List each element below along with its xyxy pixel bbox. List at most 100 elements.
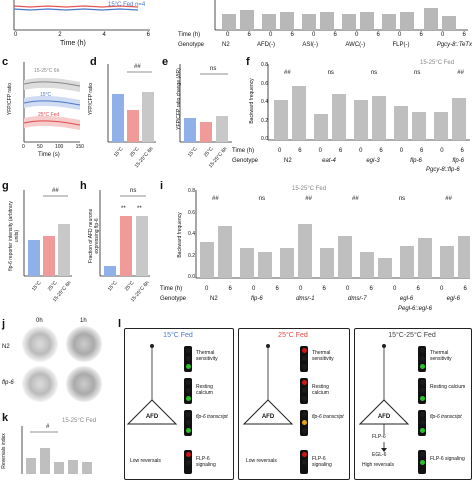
time-val: 0 [346, 286, 350, 292]
time-val: 6 [419, 32, 423, 38]
time-val: 6 [290, 32, 294, 38]
ytick: 0.0 [188, 274, 195, 280]
genotype-label: N2 [222, 42, 230, 48]
genotype-label: egl-6 [399, 296, 414, 302]
row-genotype-label: Genotype [232, 158, 259, 164]
state-label: Thermal sensitivity [312, 350, 334, 362]
time-val: 0 [269, 32, 273, 38]
sig-mark: ** [121, 206, 126, 212]
genotype-label: egl-3 [366, 158, 380, 164]
col-label: 1h [80, 318, 87, 324]
traffic-light [300, 450, 308, 474]
neuron-label: AFD [261, 414, 275, 420]
ytick: 0.2 [261, 117, 268, 124]
outcome-label-2: FLP-6 signaling [196, 456, 216, 468]
track-image [66, 366, 102, 402]
genotype-label: egl-6 [446, 296, 460, 302]
outcome-label: High reversals [362, 462, 394, 468]
time-val: 0 [226, 32, 230, 38]
xtick: 2 [58, 32, 62, 38]
time-val: 0 [359, 148, 363, 154]
traffic-light [184, 410, 192, 436]
time-val: 6 [275, 286, 279, 292]
time-val: 6 [247, 32, 251, 38]
time-val: 0 [440, 286, 444, 292]
panel-label: d [90, 56, 97, 68]
time-val: 0 [441, 32, 445, 38]
xtick: 100 [54, 144, 64, 150]
sig-mark: ## [52, 188, 59, 194]
sig-mark: ## [212, 196, 219, 202]
traffic-light [184, 378, 192, 404]
genotype-label: flp-6 [452, 158, 464, 164]
model-title: 25°C Fed [278, 332, 308, 339]
outcome-label-2: FLP-6 signaling [312, 456, 332, 468]
xtick: 4 [102, 32, 106, 38]
time-val: 6 [462, 32, 466, 38]
time-val: 0 [205, 286, 209, 292]
condition-tag: 15-25°C Fed [420, 60, 455, 66]
outcome-label: Low reversals [130, 458, 161, 464]
outcome-label-2: FLP-6 signaling [430, 456, 465, 462]
sig-mark: ns [414, 70, 421, 76]
ytick: 0.0 [261, 136, 268, 142]
panel-label: f [246, 56, 250, 68]
signal-label: EGL-6 [372, 452, 387, 458]
xtick: 0 [22, 144, 25, 150]
genotype-sub-label: Pgcy-8::flp-6 [426, 167, 460, 173]
series-label: 15°C [40, 92, 52, 98]
xtick: 0 [14, 32, 18, 38]
time-val: 0 [398, 32, 402, 38]
sig-mark: ## [134, 64, 141, 70]
sig-mark: ## [457, 70, 464, 76]
time-val: 0 [299, 286, 303, 292]
traffic-light [418, 410, 426, 436]
neuron-label: AFD [145, 414, 159, 420]
time-val: 6 [376, 32, 380, 38]
genotype-label: eat-4 [322, 158, 336, 164]
panel-label: l [118, 318, 122, 330]
genotype-label: flp-6 [251, 296, 263, 302]
panel-label: i [160, 180, 164, 192]
genotype-label: N2 [210, 296, 218, 302]
traffic-light [184, 450, 192, 474]
outcome-label: Low reversals [246, 458, 277, 464]
panel-label: g [2, 180, 9, 192]
x-axis-label: Time (s) [38, 152, 60, 158]
series-label: 25°C Fed [38, 112, 60, 118]
legend-label: 15°C Fed [108, 2, 134, 8]
condition-tag: 15-25°C Fed [62, 418, 97, 424]
legend-n: n=4 [135, 2, 146, 8]
time-val: 0 [278, 148, 282, 154]
time-val: 6 [228, 286, 232, 292]
sig-mark: ns [370, 70, 378, 76]
panel-label: j [2, 318, 6, 330]
row-label: N2 [2, 344, 10, 350]
time-val: 6 [298, 148, 302, 154]
sig-mark: ## [352, 196, 359, 202]
row-genotype-label: Genotype [178, 42, 205, 48]
genotype-label: AFD(-) [257, 42, 276, 48]
time-val: 6 [463, 286, 467, 292]
neuron-label: AFD [377, 414, 391, 420]
time-val: 0 [440, 148, 444, 154]
track-image [22, 366, 58, 402]
state-label: flp-6 transcript [430, 414, 462, 420]
xtick: 6 [146, 32, 150, 38]
genotype-label: Pgcy-8::TeTx [436, 42, 472, 48]
condition-tag: 15-25°C Fed [292, 186, 327, 192]
model-title: 15°C Fed [163, 332, 193, 339]
state-label: flp-6 transcript [196, 414, 228, 420]
sig-mark: ns [130, 188, 137, 194]
time-val: 0 [355, 32, 359, 38]
